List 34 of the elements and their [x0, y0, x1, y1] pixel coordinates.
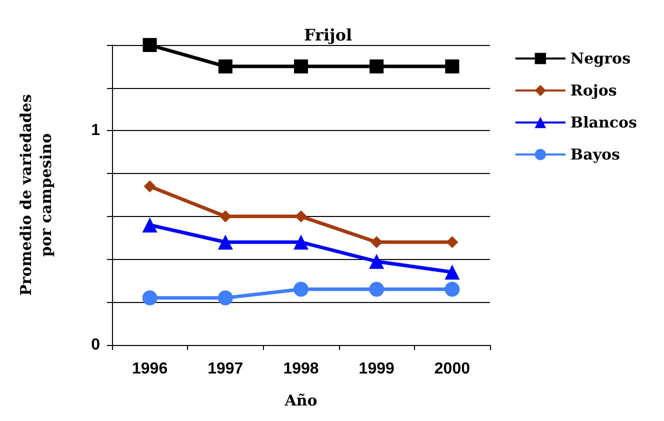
point [218, 290, 233, 306]
legend-label: Blancos [570, 114, 638, 132]
x-tick-label: 1999 [358, 360, 394, 378]
point [294, 282, 308, 297]
point [142, 218, 158, 232]
point [370, 59, 384, 74]
point [142, 38, 157, 52]
point [218, 234, 233, 250]
point [219, 210, 232, 222]
point [144, 180, 156, 192]
legend-label: Rojos [570, 82, 617, 100]
point [444, 282, 460, 297]
chart-title: Frijol [304, 26, 352, 44]
point [369, 254, 384, 269]
point [294, 234, 308, 250]
legend-label: Negros [570, 50, 631, 68]
x-tick-label: 1996 [132, 360, 168, 378]
point [445, 59, 460, 74]
point [295, 210, 307, 222]
point [370, 236, 383, 248]
point [142, 290, 158, 306]
point [294, 59, 308, 74]
y-axis-title: Promedio de variedades por campesino [17, 94, 55, 296]
x-tick-label: 1998 [283, 360, 319, 378]
x-tick-label: 1997 [208, 360, 244, 378]
y-tick-label: 0 [91, 336, 100, 354]
point [369, 282, 384, 297]
y-tick-label: 1 [91, 122, 100, 140]
x-axis-title: Año [284, 392, 318, 410]
point [446, 236, 458, 248]
point [444, 264, 460, 280]
legend-label: Bayos [570, 146, 620, 164]
point [218, 59, 232, 74]
x-tick-label: 2000 [434, 360, 470, 378]
